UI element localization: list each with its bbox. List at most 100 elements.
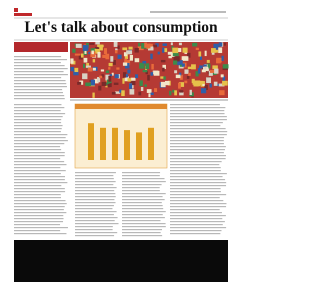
photo-texture: [195, 80, 201, 86]
photo-texture: [188, 67, 192, 69]
text-line: [75, 181, 116, 182]
text-line: [14, 164, 66, 165]
text-line: [122, 178, 165, 179]
advertisement: [14, 240, 228, 282]
text-line: [75, 172, 116, 173]
text-line: [14, 167, 60, 168]
text-line: [14, 107, 64, 108]
text-line: [14, 110, 61, 111]
text-line: [14, 155, 65, 156]
text-line: [14, 104, 61, 105]
photo-texture: [115, 50, 118, 53]
page: Let's talk about consumption (() => { co…: [0, 0, 241, 286]
photo-texture: [83, 45, 89, 51]
text-line: [170, 104, 220, 105]
photo-texture: [131, 78, 136, 81]
text-line: [75, 184, 113, 185]
text-line: [14, 158, 60, 159]
text-line: [170, 221, 225, 222]
text-line: [170, 164, 219, 165]
photo-texture: [108, 76, 111, 82]
text-line: [14, 146, 60, 147]
bar: [148, 128, 154, 160]
text-line: [170, 227, 226, 228]
photo-texture: [154, 71, 160, 76]
text-line: [14, 68, 68, 69]
photo-texture: [122, 78, 124, 84]
photo-texture: [190, 90, 192, 95]
text-line: [170, 206, 226, 207]
text-line: [170, 119, 227, 120]
text-line: [122, 172, 160, 173]
photo-texture: [105, 54, 109, 60]
text-line: [14, 206, 65, 207]
text-line: [75, 211, 117, 212]
photo-texture: [221, 56, 223, 61]
text-line: [75, 223, 119, 224]
text-line: [14, 227, 68, 228]
photo-texture: [101, 69, 104, 71]
photo-texture: [138, 92, 141, 96]
photo-texture: [163, 76, 165, 79]
photo-texture: [161, 60, 166, 62]
photo-texture: [182, 56, 188, 60]
photo-texture: [172, 48, 178, 53]
photo-texture: [99, 76, 102, 78]
text-line: [14, 119, 61, 120]
photo-texture: [179, 43, 182, 45]
text-line: [170, 185, 226, 186]
text-line: [14, 71, 64, 72]
photo-texture: [89, 43, 94, 45]
photo-texture: [85, 83, 91, 87]
photo-texture: [129, 83, 132, 89]
photo-texture: [153, 45, 157, 48]
text-line: [14, 89, 62, 90]
text-line: [170, 137, 224, 138]
text-line: [122, 220, 160, 221]
photo-texture: [182, 63, 185, 66]
text-line: [14, 125, 63, 126]
photo-texture: [214, 69, 218, 74]
text-line: [170, 182, 226, 183]
photo-texture: [135, 48, 139, 53]
photo-texture: [144, 42, 147, 47]
photo-texture: [163, 43, 167, 46]
photo-texture: [171, 42, 173, 45]
photo-texture: [219, 90, 224, 95]
photo-texture: [151, 64, 153, 70]
photo-texture: [203, 64, 207, 66]
photo-texture: [162, 68, 164, 72]
text-line: [14, 59, 67, 60]
text-line: [170, 122, 223, 123]
text-line: [14, 218, 64, 219]
text-line: [14, 74, 68, 75]
text-line: [75, 235, 114, 236]
text-line: [122, 184, 162, 185]
photo-texture: [135, 74, 138, 78]
photo-texture: [179, 90, 183, 92]
photo-texture: [108, 67, 110, 69]
text-line: [14, 191, 65, 192]
text-line: [170, 155, 226, 156]
photo-texture: [126, 50, 132, 54]
text-line: [170, 113, 225, 114]
photo-texture: [212, 65, 217, 69]
text-line: [122, 190, 160, 191]
text-line: [170, 188, 221, 189]
text-line: [122, 199, 165, 200]
text-line: [122, 181, 166, 182]
text-line: [170, 200, 223, 201]
text-line: [170, 107, 225, 108]
text-line: [14, 233, 66, 234]
photo-texture: [151, 72, 154, 76]
text-line: [75, 229, 113, 230]
text-line: [14, 65, 65, 66]
photo-texture: [188, 73, 191, 76]
text-line: [14, 62, 61, 63]
text-line: [170, 161, 222, 162]
photo-texture: [176, 75, 181, 78]
photo-texture: [93, 68, 96, 71]
text-line: [170, 170, 221, 171]
photo-texture: [127, 70, 130, 74]
photo-texture: [214, 82, 218, 86]
